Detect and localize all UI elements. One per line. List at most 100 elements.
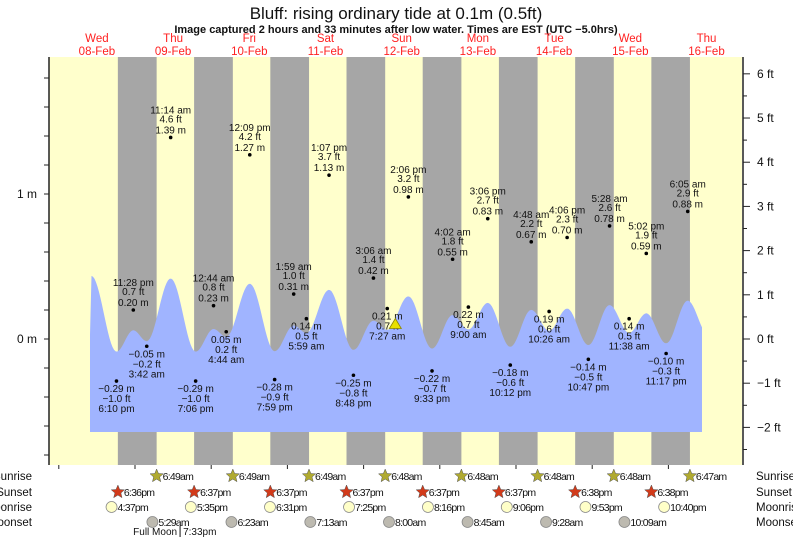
tide-height-ft: 1.0 ft [283, 271, 305, 282]
tide-height-m: −0.14 m [570, 362, 606, 373]
sunset-time: 6:36pm [124, 487, 155, 499]
tide-height-m: 0.55 m [437, 247, 468, 258]
tide-time: 7:59 pm [257, 403, 293, 414]
day-labels: Wed08-FebThu09-FebFri10-FebSat11-FebSun1… [79, 33, 725, 58]
tide-height-m: 0.23 m [198, 294, 229, 305]
moonset-time: 9:28am [552, 517, 583, 529]
tide-height-m: 0.70 m [552, 226, 583, 237]
current-tide-triangle-icon [388, 317, 403, 329]
moonrise-time: 5:35pm [197, 502, 228, 514]
tide-point [304, 316, 309, 321]
high-tide-marker: 1:59 am1.0 ft0.31 m [276, 262, 312, 296]
sunset-star-icon [339, 484, 354, 499]
low-tide-marker: −0.05 m−0.2 ft3:42 am [129, 344, 165, 380]
tide-height-m: 0.14 m [614, 322, 645, 333]
sunset-star-icon [644, 484, 659, 499]
tide-height-m: 0.78 m [594, 214, 625, 225]
tide-time: 3:06 am [355, 246, 391, 257]
tide-point [450, 257, 455, 262]
right-axis-label: 0 ft [757, 332, 774, 346]
sunrise-time: 6:48am [467, 471, 498, 483]
tide-height-ft: 0.2 ft [215, 345, 237, 356]
sunset-time: 6:37pm [353, 487, 384, 499]
tide-height-m: 0.31 m [278, 282, 309, 293]
tide-time: 1:07 pm [311, 143, 347, 154]
moonrise-moon-icon [658, 501, 671, 513]
right-axis-label: 2 ft [757, 244, 774, 258]
tide-height-m: −0.29 m [177, 384, 213, 395]
tide-time: 1:59 am [276, 262, 312, 273]
tide-height-ft: −0.5 ft [574, 372, 602, 383]
sunset-row-label-left: Sunset [0, 487, 33, 499]
tide-point [168, 135, 173, 140]
date-label: 14-Feb [536, 46, 572, 58]
tide-point [211, 303, 216, 308]
tide-height-m: 0.59 m [631, 241, 662, 252]
sunrise-star-icon [225, 468, 241, 483]
tide-point [291, 292, 296, 296]
moonrise-time: 9:06pm [513, 502, 544, 514]
right-axis-label: 1 ft [757, 288, 774, 302]
date-label: 10-Feb [231, 46, 267, 58]
tide-height-ft: −0.7 ft [418, 384, 446, 395]
day-of-week-label: Thu [163, 33, 183, 45]
tide-point [685, 209, 690, 214]
moonrise-time: 9:53pm [591, 502, 622, 514]
tide-point [193, 379, 198, 383]
moon-phase-time: 7:33pm [183, 527, 216, 538]
low-tide-marker: −0.29 m−1.0 ft6:10 pm [98, 379, 135, 415]
tide-height-m: −0.29 m [98, 384, 134, 395]
tide-point [385, 306, 390, 311]
tide-time: 10:47 pm [567, 382, 609, 393]
right-axis-label: −2 ft [757, 420, 781, 434]
tide-height-m: −0.25 m [335, 378, 371, 389]
moonset-moon-icon [225, 516, 238, 528]
tide-height-ft: 4.2 ft [239, 132, 261, 143]
tide-time: 4:06 pm [549, 206, 585, 217]
moonset-moon-icon [146, 516, 159, 528]
high-tide-marker: 5:02 pm1.9 ft0.59 m [628, 221, 664, 256]
tide-point [371, 276, 376, 280]
tide-point [529, 240, 534, 244]
moonset-time: 5:29am [158, 517, 189, 529]
tide-point [406, 195, 411, 199]
tide-point [272, 377, 277, 382]
left-axis-label: 1 m [17, 187, 37, 201]
sunset-time: 6:38pm [657, 487, 688, 499]
sunrise-row-label-left: Sunrise [0, 471, 32, 483]
tide-height-ft: 0.8 ft [202, 283, 224, 294]
low-tide-marker: 0.05 m0.2 ft4:44 am [208, 329, 244, 366]
tide-height-m: 0.20 m [118, 298, 149, 309]
moonset-time: 6:23am [237, 517, 268, 529]
moonrise-moon-icon [264, 501, 276, 513]
sunset-star-icon [186, 484, 202, 499]
tide-time: 11:38 am [609, 342, 650, 353]
tide-time: 6:05 am [670, 179, 706, 190]
moonrise-time: 8:16pm [434, 502, 465, 514]
moonrise-moon-icon [579, 501, 592, 513]
tide-height-ft: −1.0 ft [102, 394, 130, 405]
sunrise-star-icon [682, 468, 698, 483]
tide-height-m: 0.14 m [291, 322, 322, 333]
tide-time: 5:59 am [288, 342, 324, 353]
moonrise-moon-icon [343, 501, 355, 513]
tide-height-ft: 2.7 ft [477, 196, 499, 207]
tide-time: 10:26 am [528, 334, 570, 345]
tide-height-ft: 1.8 ft [441, 236, 463, 247]
day-of-week-label: Wed [619, 33, 642, 45]
high-tide-marker: 4:06 pm2.3 ft0.70 m [549, 206, 585, 240]
moonset-time: 8:00am [395, 517, 426, 529]
tide-height-ft: 0.6 ft [538, 324, 560, 335]
tide-point [247, 153, 252, 157]
tide-point [508, 363, 513, 367]
right-axis-label: 6 ft [757, 67, 774, 81]
moonset-row-label-right: Moonset [756, 517, 793, 529]
tide-point [351, 373, 356, 378]
tide-height-ft: 0.7 ft [376, 322, 398, 333]
sunrise-time: 6:49am [239, 471, 270, 483]
date-label: 13-Feb [460, 46, 496, 58]
day-of-week-label: Thu [697, 33, 717, 45]
sunrise-time: 6:48am [620, 471, 651, 483]
low-tide-marker: 0.21 m0.7 ft7:27 am [369, 306, 405, 343]
